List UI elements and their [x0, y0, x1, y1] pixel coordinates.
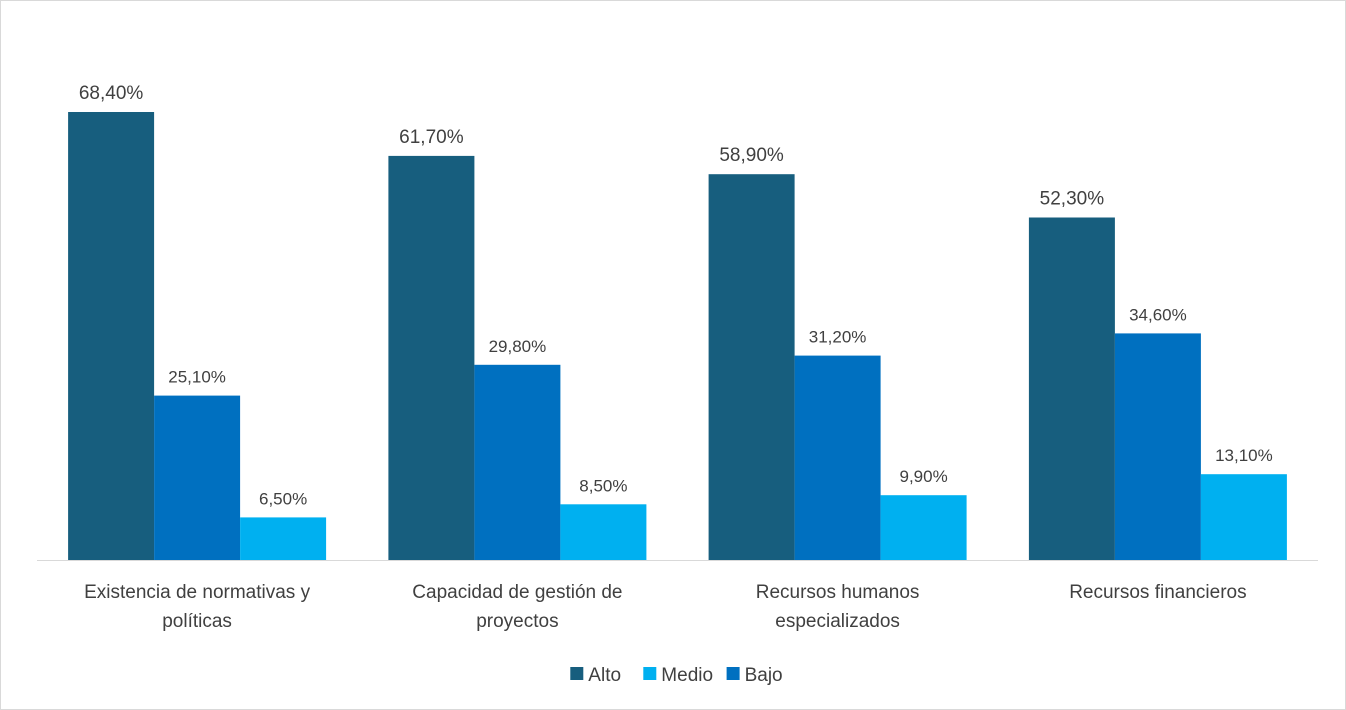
- bar-bajo-1: [154, 395, 241, 560]
- data-label-medio-3: 9,90%: [899, 467, 947, 486]
- bar-bajo-3: [794, 355, 881, 560]
- bar-bajo-2: [474, 364, 561, 560]
- bar-alto-3: [708, 174, 795, 560]
- legend-label-bajo: Bajo: [745, 665, 783, 686]
- bar-alto-1: [68, 112, 155, 560]
- data-label-medio-1: 6,50%: [259, 489, 307, 508]
- bar-medio-4: [1200, 474, 1287, 560]
- category-label-3-line-2: especializados: [775, 611, 900, 632]
- data-label-alto-2: 61,70%: [399, 127, 464, 148]
- category-label-4-line-1: Recursos financieros: [1069, 582, 1246, 603]
- category-label-3-line-1: Recursos humanos: [756, 582, 920, 603]
- bar-alto-2: [388, 155, 475, 560]
- legend-swatch-alto: [570, 667, 584, 680]
- data-label-alto-1: 68,40%: [79, 83, 144, 104]
- legend-label-alto: Alto: [588, 665, 621, 686]
- category-label-1-line-1: Existencia de normativas y: [84, 582, 310, 603]
- bar-bajo-4: [1114, 333, 1201, 560]
- data-label-bajo-3: 31,20%: [809, 328, 867, 347]
- legend-swatch-bajo: [726, 667, 740, 680]
- data-label-bajo-2: 29,80%: [489, 337, 547, 356]
- legend-label-medio: Medio: [661, 665, 713, 686]
- category-label-2-line-1: Capacidad de gestión de: [412, 582, 622, 603]
- bar-alto-4: [1028, 217, 1115, 560]
- data-label-alto-4: 52,30%: [1040, 189, 1105, 210]
- bar-medio-1: [240, 517, 327, 560]
- bar-medio-3: [880, 495, 967, 560]
- data-label-bajo-4: 34,60%: [1129, 305, 1187, 324]
- data-label-medio-4: 13,10%: [1215, 446, 1273, 465]
- legend-swatch-medio: [643, 667, 657, 680]
- bar-medio-2: [560, 504, 647, 560]
- category-label-1-line-2: políticas: [162, 611, 232, 632]
- category-label-2-line-2: proyectos: [476, 611, 558, 632]
- data-label-bajo-1: 25,10%: [168, 368, 226, 387]
- data-label-alto-3: 58,90%: [719, 145, 784, 166]
- data-label-medio-2: 8,50%: [579, 476, 627, 495]
